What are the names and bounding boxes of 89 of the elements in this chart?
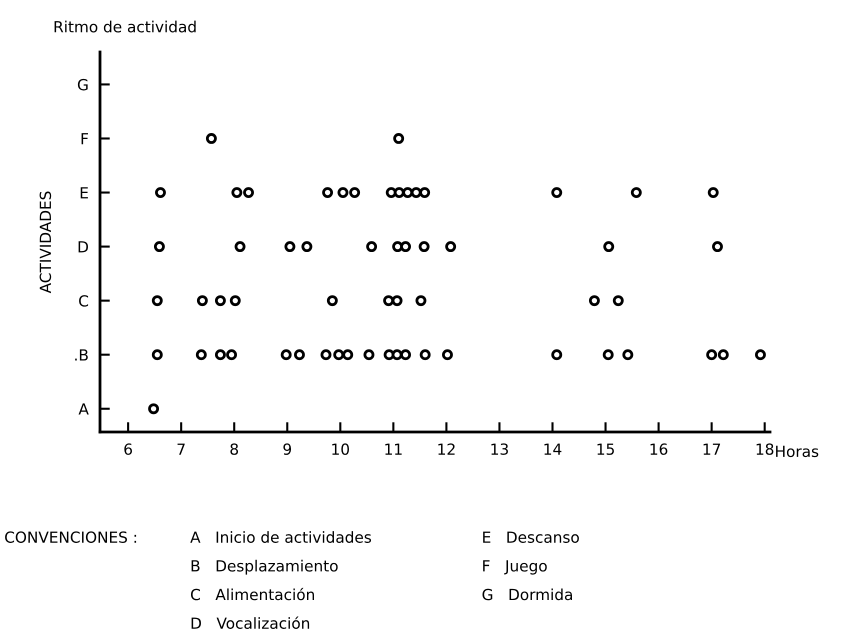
point: [612, 295, 624, 306]
text: F Juego: [483, 560, 547, 575]
point: [419, 187, 430, 198]
point: [400, 349, 411, 360]
y-tick-label: G: [78, 78, 88, 90]
point: [410, 187, 422, 198]
point: [706, 349, 718, 360]
point: [320, 349, 332, 360]
point: [393, 133, 404, 144]
point: [622, 349, 634, 360]
point: [392, 241, 404, 252]
text: E Descanso: [483, 532, 579, 543]
point: [364, 349, 374, 360]
point: [366, 241, 378, 252]
point: [349, 187, 360, 198]
point: [243, 187, 254, 198]
point: [230, 295, 241, 306]
point: [326, 295, 338, 306]
point: [630, 187, 642, 198]
x-tick-label: 13: [491, 443, 508, 455]
point: [418, 241, 430, 252]
y-tick-label: F: [82, 133, 88, 144]
x-axis-title: Horas: [776, 446, 818, 458]
point: [718, 349, 729, 360]
x-tick-label: 9: [283, 443, 292, 455]
point: [214, 349, 226, 360]
point: [755, 349, 766, 360]
x-tick-label: 16: [650, 443, 668, 455]
point: [712, 241, 723, 252]
text: G Dormida: [482, 588, 572, 600]
point: [148, 403, 160, 414]
x-tick-label: 8: [230, 443, 238, 455]
x-tick-label: 7: [178, 444, 185, 455]
text: C Alimentación: [190, 588, 314, 600]
y-tick-label: D: [78, 241, 88, 252]
point: [284, 241, 296, 252]
point: [420, 349, 431, 360]
chart-title: Ritmo de actividad: [54, 20, 196, 32]
point: [280, 349, 292, 360]
point: [442, 349, 453, 360]
point: [386, 187, 397, 198]
y-axis-title: ACTIVIDADES: [40, 191, 52, 294]
text: CONVENCIONES :: [5, 531, 136, 543]
point: [196, 295, 208, 306]
point: [322, 187, 334, 198]
point: [234, 241, 246, 252]
x-tick-label: 6: [124, 443, 132, 455]
point: [152, 349, 163, 360]
point: [231, 187, 242, 198]
x-tick-label: 12: [438, 443, 455, 455]
point: [400, 241, 411, 252]
y-tick-label: .B: [75, 349, 88, 361]
point: [551, 187, 562, 198]
text: D Vocalización: [192, 616, 310, 629]
point: [603, 241, 614, 252]
point: [294, 349, 305, 360]
point: [214, 295, 226, 306]
x-tick-label: 17: [704, 444, 720, 455]
point: [588, 295, 600, 306]
point: [392, 295, 403, 306]
point: [152, 295, 163, 306]
point: [445, 241, 456, 252]
point: [416, 295, 426, 306]
point: [206, 133, 217, 144]
text: B Desplazamiento: [192, 560, 338, 575]
point: [155, 187, 166, 198]
point: [196, 349, 207, 360]
point: [338, 187, 348, 198]
point: [383, 295, 394, 306]
point: [301, 241, 312, 252]
x-tick-label: 11: [385, 444, 402, 455]
y-tick-label: C: [79, 295, 88, 307]
point: [708, 187, 719, 198]
x-tick-label: 10: [332, 443, 350, 455]
point: [342, 349, 354, 360]
x-tick-label: 15: [598, 444, 614, 455]
point: [551, 349, 562, 360]
y-tick-label: A: [78, 403, 89, 415]
text: A Inicio de actividades: [190, 531, 372, 543]
point: [226, 349, 237, 360]
point: [602, 349, 614, 360]
point: [394, 187, 405, 198]
point: [154, 241, 165, 252]
x-tick-label: 18: [756, 443, 774, 455]
y-tick-label: E: [80, 187, 88, 198]
point: [392, 349, 403, 360]
point: [333, 349, 344, 360]
point: [402, 187, 414, 198]
x-tick-label: 14: [544, 444, 562, 455]
